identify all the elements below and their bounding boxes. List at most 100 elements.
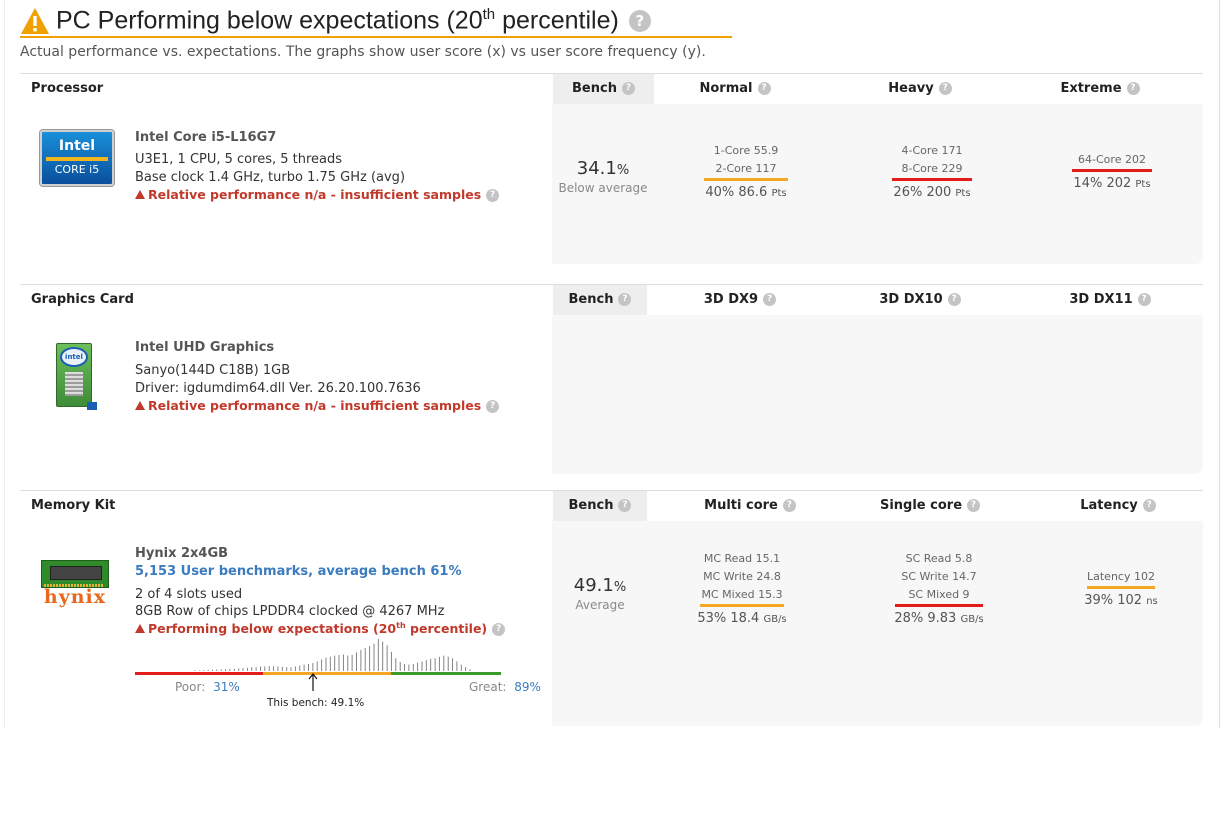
memory-spec2: 8GB Row of chips LPDDR4 clocked @ 4267 M…	[135, 604, 445, 619]
memory-name[interactable]: Hynix 2x4GB	[135, 546, 229, 561]
extreme-column: 64-Core 202 14% 202 Pts	[1042, 151, 1182, 191]
memory-benchmarks-link[interactable]: 5,153 User benchmarks, average bench 61%	[135, 564, 462, 579]
logo-line2: CORE i5	[54, 163, 100, 176]
bench-number: 34.1	[576, 158, 617, 179]
graphics-label: Graphics Card	[31, 292, 134, 307]
processor-header: Processor Bench? Normal? Heavy? Extreme?	[20, 73, 1203, 105]
ram-chip	[50, 566, 102, 580]
help-icon[interactable]: ?	[618, 293, 632, 306]
help-icon[interactable]: ?	[763, 293, 777, 306]
help-icon[interactable]: ?	[967, 499, 981, 512]
great-label-wrap: Great: 89%	[469, 680, 541, 694]
ram-pins	[44, 584, 104, 587]
single-result-value: 28% 9.83	[894, 611, 957, 626]
help-icon[interactable]: ?	[1126, 82, 1140, 95]
extreme-sub1: 64-Core 202	[1078, 153, 1146, 166]
memory-label: Memory Kit	[31, 498, 116, 513]
heavy-header: Heavy?	[840, 74, 1000, 104]
poor-range-bar	[135, 672, 263, 675]
processor-bench-value: 34.1%	[553, 158, 653, 179]
memory-warning: Performing below expectations (20th perc…	[135, 621, 506, 637]
graphics-name[interactable]: Intel UHD Graphics	[135, 340, 275, 355]
title-tail: percentile)	[495, 6, 619, 35]
intel-cpu-logo: Intel CORE i5	[40, 130, 114, 186]
heavy-result-unit: Pts	[955, 188, 971, 199]
normal-result-value: 40% 86.6	[705, 185, 768, 200]
latency-label: Latency	[1080, 498, 1138, 513]
extreme-label: Extreme	[1060, 81, 1122, 96]
latency-result: 39% 102 ns	[1051, 593, 1191, 608]
hynix-wordmark: hynix	[43, 586, 107, 608]
graphics-spec2: Driver: igdumdim64.dll Ver. 26.20.100.76…	[135, 381, 421, 396]
warning-text: Relative performance n/a - insufficient …	[148, 187, 482, 202]
dx11-label: 3D DX11	[1069, 292, 1133, 307]
bench-arrow-icon	[308, 673, 318, 691]
memory-body: hynix Hynix 2x4GB 5,153 User benchmarks,…	[20, 521, 1203, 726]
bench-label: Bench	[572, 81, 617, 96]
heavy-bar	[892, 178, 972, 181]
help-icon[interactable]: ?	[486, 400, 500, 413]
poor-label-wrap: Poor: 31%	[175, 680, 240, 694]
latency-bar	[1087, 586, 1155, 589]
help-icon[interactable]: ?	[782, 499, 796, 512]
help-icon[interactable]: ?	[486, 189, 500, 202]
heavy-sub1: 4-Core 171	[901, 144, 963, 157]
this-bench-label: This bench: 49.1%	[267, 697, 365, 709]
single-sub1: SC Read 5.8	[905, 552, 973, 565]
content-frame	[4, 0, 1220, 728]
bench-label: Bench	[568, 498, 614, 513]
help-icon[interactable]: ?	[1137, 293, 1151, 306]
help-icon[interactable]: ?	[621, 82, 635, 95]
dx10-label: 3D DX10	[879, 292, 943, 307]
title-main: PC Performing below expectations (20	[56, 6, 483, 35]
dx11-header: 3D DX11?	[1030, 285, 1190, 315]
multi-result-value: 53% 18.4	[697, 611, 760, 626]
processor-bench-header: Bench?	[553, 74, 654, 104]
title-sup: th	[482, 6, 496, 24]
help-icon[interactable]: ?	[938, 82, 952, 95]
title-text: PC Performing below expectations (20th p…	[56, 6, 619, 35]
heavy-label: Heavy	[888, 81, 934, 96]
multi-sub3: MC Mixed 15.3	[701, 588, 783, 601]
single-sub3: SC Mixed 9	[908, 588, 970, 601]
gpu-card-logo: intel	[56, 343, 97, 410]
processor-name[interactable]: Intel Core i5-L16G7	[135, 130, 277, 145]
memory-section: Memory Kit Bench? Multi core? Single cor…	[20, 490, 1203, 726]
great-value: 89%	[514, 680, 541, 694]
dx9-label: 3D DX9	[703, 292, 759, 307]
help-icon[interactable]: ?	[628, 10, 651, 32]
graphics-warning: Relative performance n/a - insufficient …	[135, 398, 500, 414]
processor-section: Processor Bench? Normal? Heavy? Extreme?…	[20, 73, 1203, 264]
memory-spec1: 2 of 4 slots used	[135, 587, 243, 602]
heavy-result-value: 26% 200	[893, 185, 952, 200]
great-range-bar	[391, 672, 501, 675]
help-icon[interactable]: ?	[757, 82, 771, 95]
help-icon[interactable]: ?	[618, 499, 632, 512]
single-result: 28% 9.83 GB/s	[869, 611, 1009, 626]
extreme-bar	[1072, 169, 1152, 172]
normal-header: Normal?	[654, 74, 816, 104]
intel-badge: intel	[60, 347, 88, 367]
card-bracket	[87, 402, 97, 410]
processor-spec1: U3E1, 1 CPU, 5 cores, 5 threads	[135, 152, 343, 167]
help-icon[interactable]: ?	[947, 293, 961, 306]
extreme-result-value: 14% 202	[1073, 176, 1132, 191]
processor-bench-desc: Below average	[558, 181, 648, 195]
logo-stripe	[46, 157, 108, 161]
single-core-column: SC Read 5.8 SC Write 14.7 SC Mixed 9 28%…	[869, 550, 1009, 626]
page-subtitle: Actual performance vs. expectations. The…	[20, 44, 706, 60]
heavy-sub2: 8-Core 229	[901, 162, 963, 175]
multi-sub2: MC Write 24.8	[703, 570, 781, 583]
extreme-header: Extreme?	[1020, 74, 1180, 104]
normal-result: 40% 86.6 Pts	[676, 185, 816, 200]
dx10-header: 3D DX10?	[840, 285, 1000, 315]
bench-unit: %	[616, 163, 630, 178]
help-icon[interactable]: ?	[1142, 499, 1156, 512]
extreme-result: 14% 202 Pts	[1042, 176, 1182, 191]
help-icon[interactable]: ?	[492, 623, 506, 637]
single-bar	[895, 604, 983, 607]
memory-bench-desc: Average	[575, 598, 625, 612]
title-underline	[20, 36, 732, 38]
latency-result-unit: ns	[1146, 596, 1158, 607]
normal-column: 1-Core 55.9 2-Core 117 40% 86.6 Pts	[676, 142, 816, 200]
